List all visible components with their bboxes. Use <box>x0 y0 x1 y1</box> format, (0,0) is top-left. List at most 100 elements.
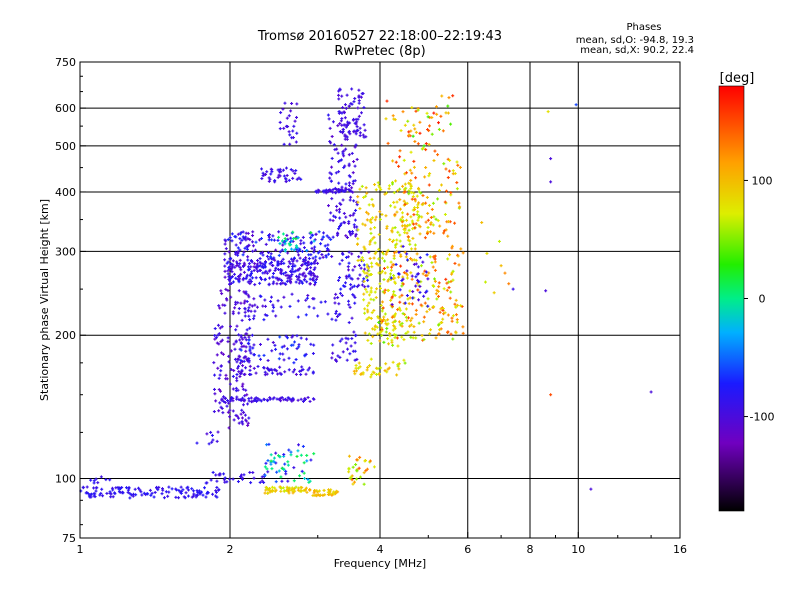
data-point <box>283 237 287 241</box>
data-point <box>286 479 290 483</box>
data-point <box>354 463 358 467</box>
data-point <box>177 496 181 500</box>
data-point <box>343 164 347 168</box>
data-point <box>348 229 352 233</box>
data-point <box>228 408 232 412</box>
data-point <box>322 488 326 492</box>
data-point <box>121 491 125 495</box>
data-point <box>330 197 334 201</box>
data-point <box>289 236 293 240</box>
data-point <box>290 102 294 106</box>
data-point <box>224 247 228 251</box>
data-point <box>347 454 351 458</box>
data-point <box>215 495 219 499</box>
data-point <box>362 123 366 127</box>
data-point <box>353 341 357 345</box>
data-point <box>269 255 273 259</box>
data-point <box>285 336 289 340</box>
data-point <box>290 273 294 277</box>
data-point <box>331 190 335 194</box>
data-point <box>232 272 236 276</box>
data-point <box>315 494 319 498</box>
data-point <box>88 493 92 497</box>
data-point <box>286 276 290 280</box>
data-point <box>190 495 194 499</box>
data-point <box>267 487 271 491</box>
data-point <box>285 485 289 489</box>
data-point <box>220 338 224 342</box>
data-point <box>347 299 351 303</box>
data-point <box>271 234 275 238</box>
data-point <box>347 321 351 325</box>
data-point <box>251 471 255 475</box>
data-point <box>222 472 226 476</box>
data-point <box>247 243 251 247</box>
data-point <box>236 253 240 257</box>
data-point <box>239 358 243 362</box>
data-point <box>357 466 361 470</box>
data-point <box>362 471 366 475</box>
data-point <box>129 493 133 497</box>
data-point <box>247 335 251 339</box>
data-point <box>231 312 235 316</box>
data-point <box>278 277 282 281</box>
data-point <box>350 478 354 482</box>
data-point <box>261 304 265 308</box>
data-point <box>218 326 222 330</box>
data-point <box>245 393 249 397</box>
data-point <box>204 495 208 499</box>
data-point <box>235 379 239 383</box>
data-point <box>227 401 231 405</box>
data-point <box>246 237 250 241</box>
data-point <box>304 313 308 317</box>
data-point <box>337 302 341 306</box>
data-point <box>269 252 273 256</box>
data-point <box>248 470 252 474</box>
data-point <box>354 234 358 238</box>
data-point <box>220 325 224 329</box>
data-point <box>347 250 351 254</box>
data-point <box>313 266 317 270</box>
data-point <box>364 469 368 473</box>
data-point <box>225 298 229 302</box>
data-point <box>179 491 183 495</box>
data-point <box>242 270 246 274</box>
data-point <box>246 280 250 284</box>
data-point <box>244 338 248 342</box>
data-point <box>350 337 354 341</box>
phases-o-mode: mean, sd,O: -94.8, 19.3 <box>576 35 694 46</box>
data-point <box>292 248 296 252</box>
data-point <box>307 271 311 275</box>
data-point <box>258 276 262 280</box>
data-point <box>285 347 289 351</box>
data-point <box>309 231 313 235</box>
data-point <box>194 495 198 499</box>
data-point <box>340 337 344 341</box>
data-point <box>305 249 309 253</box>
data-point <box>286 251 290 255</box>
data-point <box>379 188 383 192</box>
data-point <box>217 332 221 336</box>
data-point <box>384 214 388 218</box>
data-point <box>252 265 256 269</box>
data-point <box>339 287 343 291</box>
data-point <box>266 359 270 363</box>
data-point <box>350 87 354 91</box>
data-point <box>223 275 227 279</box>
data-point <box>211 492 215 496</box>
data-point <box>347 164 351 168</box>
data-point <box>227 275 231 279</box>
data-point <box>291 230 295 234</box>
data-point <box>244 366 248 370</box>
data-point <box>179 485 183 489</box>
data-point <box>302 471 306 475</box>
data-point <box>284 271 288 275</box>
data-point <box>265 254 269 258</box>
data-point <box>247 262 251 266</box>
data-point <box>239 398 243 402</box>
data-point <box>215 353 219 357</box>
data-point <box>248 347 252 351</box>
data-point <box>312 261 316 265</box>
data-point <box>308 399 312 403</box>
data-point <box>298 279 302 283</box>
